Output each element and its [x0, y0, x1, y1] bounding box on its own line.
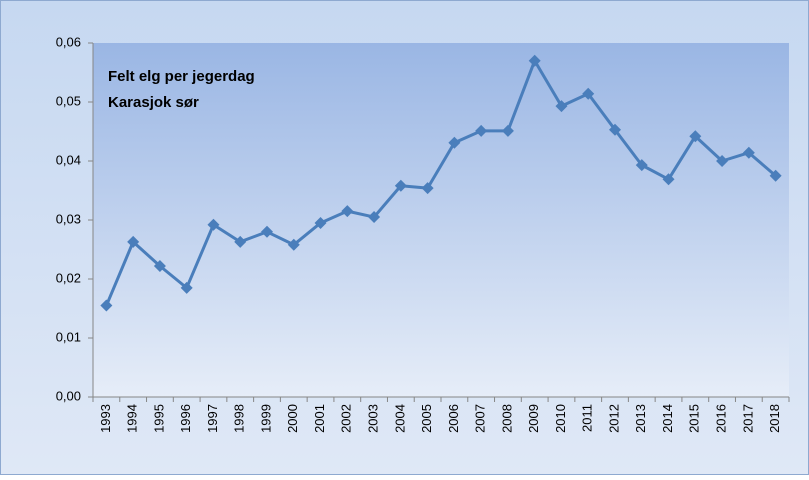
y-tick-label: 0,01 [56, 329, 81, 344]
x-tick-label: 2000 [285, 404, 300, 433]
x-tick-label: 1999 [258, 404, 273, 433]
data-point [475, 124, 488, 137]
x-tick-label: 2016 [714, 404, 729, 433]
y-tick-label: 0,02 [56, 270, 81, 285]
data-point [127, 235, 140, 248]
data-point [153, 260, 166, 273]
data-point [742, 146, 755, 159]
data-point [609, 123, 621, 136]
x-tick-label: 2015 [687, 404, 702, 433]
data-point [769, 169, 782, 182]
x-tick-label: 1995 [151, 404, 166, 433]
data-point [314, 216, 327, 229]
data-point [207, 218, 220, 231]
x-tick-label: 1996 [178, 404, 193, 433]
x-tick-label: 2004 [392, 404, 407, 433]
x-tick-label: 2002 [339, 404, 354, 433]
data-point [716, 155, 729, 167]
series-line [105, 59, 777, 307]
y-tick-label: 0,04 [56, 152, 81, 167]
data-point [555, 100, 568, 113]
x-tick-label: 1994 [125, 404, 140, 433]
data-point [501, 124, 514, 137]
data-point [448, 136, 461, 149]
x-tick-label: 1998 [232, 404, 247, 433]
x-tick-label: 1997 [205, 404, 220, 433]
data-point [421, 182, 434, 195]
x-tick-label: 2005 [419, 404, 434, 433]
data-point [287, 238, 300, 251]
x-tick-label: 2010 [553, 404, 568, 433]
data-point [635, 159, 648, 172]
data-point [689, 130, 702, 143]
x-tick-label: 2003 [366, 404, 381, 433]
x-tick-label: 2017 [740, 404, 755, 433]
x-tick-label: 2013 [633, 404, 648, 433]
x-tick-label: 2011 [580, 404, 595, 432]
x-tick-label: 2018 [767, 404, 782, 433]
data-point [180, 281, 193, 294]
x-tick-label: 2001 [312, 404, 327, 433]
x-tick-label: 2008 [499, 404, 514, 433]
data-point [368, 211, 381, 224]
data-point [234, 235, 247, 248]
plot-area [93, 43, 789, 397]
data-point [582, 87, 595, 100]
x-tick-label: 2007 [473, 404, 488, 433]
x-tick-label: 1993 [98, 404, 113, 433]
y-tick-label: 0,03 [56, 211, 81, 226]
data-point [394, 179, 407, 192]
data-point [261, 225, 273, 238]
data-point [100, 299, 113, 312]
y-tick-label: 0,00 [56, 388, 81, 403]
x-tick-label: 2006 [446, 404, 461, 433]
data-point [341, 205, 354, 218]
data-point [662, 173, 675, 186]
x-tick-label: 2012 [606, 404, 621, 433]
data-point [528, 54, 541, 67]
x-tick-label: 2014 [660, 404, 675, 433]
chart-subtitle: Karasjok sør [108, 94, 199, 111]
y-tick-label: 0,05 [56, 93, 81, 108]
y-tick-label: 0,06 [56, 34, 81, 49]
x-tick-label: 2009 [526, 404, 541, 433]
chart-title: Felt elg per jegerdag [108, 68, 255, 85]
